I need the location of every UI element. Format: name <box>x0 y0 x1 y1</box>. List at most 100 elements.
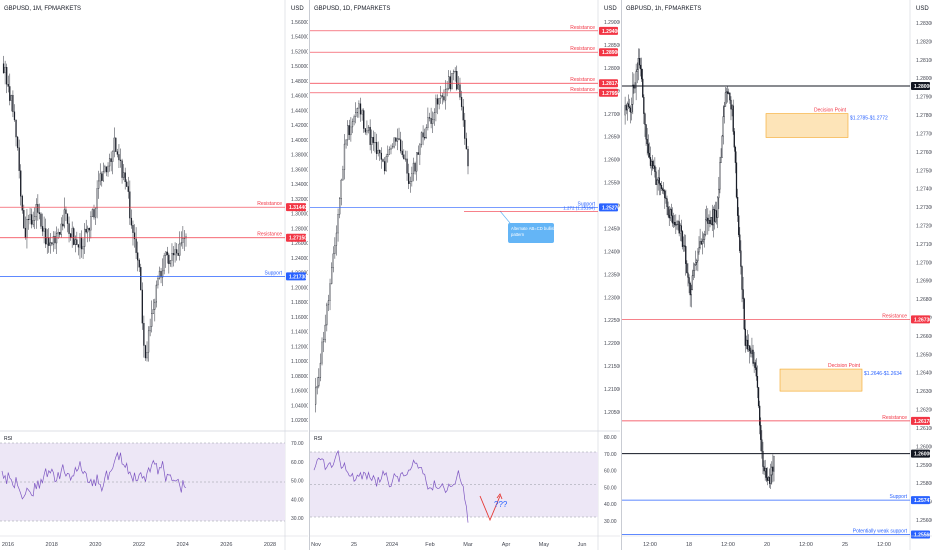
candle-body <box>626 103 628 111</box>
candle-body <box>168 254 170 265</box>
candle-body <box>693 264 696 271</box>
decision-point-zone[interactable] <box>765 113 849 138</box>
rsi-line <box>1 451 187 500</box>
candle-body <box>119 159 122 161</box>
candle-body <box>21 195 23 211</box>
candle-body <box>337 214 339 234</box>
candle-body <box>154 301 156 310</box>
candle-body <box>709 220 711 224</box>
x-tick-label: 25 <box>842 542 848 548</box>
currency-label: USD <box>916 6 929 12</box>
rsi-question-mark: ??? <box>494 500 508 509</box>
hourly-chart-panel[interactable]: GBPUSD, 1h, FPMARKETS USD 1.28300 1.28200 1.… <box>622 0 932 550</box>
rsi-arrow[interactable] <box>479 495 501 522</box>
candle-body <box>54 236 56 244</box>
candle-body <box>759 405 761 426</box>
y-tick-label: 1.08000 <box>291 374 308 380</box>
candle-body <box>635 71 637 88</box>
candle-body <box>688 277 690 284</box>
candle-body <box>744 328 746 346</box>
y-tick-label: 1.42000 <box>291 123 308 129</box>
candle-body <box>129 191 131 219</box>
candle-body <box>632 84 634 105</box>
candle-body <box>454 71 456 73</box>
candle-body <box>664 190 666 199</box>
candle-body <box>419 144 421 155</box>
candle-body <box>355 112 357 117</box>
rsi-tick-label: 40.00 <box>604 502 617 508</box>
candle-body <box>132 225 134 233</box>
y-tick-label: 1.24500 <box>604 226 620 232</box>
note-box[interactable] <box>508 223 554 243</box>
resistance-level-label: Resistance <box>882 313 907 319</box>
candle-body <box>77 244 80 248</box>
candle-body <box>71 228 73 238</box>
candle-body <box>754 362 756 368</box>
candle-body <box>436 98 439 105</box>
candle-body <box>449 76 451 90</box>
monthly-chart-panel[interactable]: GBPUSD, 1M, FPMARKETS USD 1.56000 1.54000 1.… <box>0 0 308 550</box>
candle-body <box>707 217 709 224</box>
candle-body <box>65 209 67 214</box>
panel-divider[interactable] <box>309 0 310 550</box>
price-tag-label: 1.25270 <box>602 205 620 211</box>
candle-body <box>82 246 84 250</box>
candle-body <box>671 215 674 224</box>
y-tick-label: 1.25900 <box>916 463 932 469</box>
y-tick-label: 1.28200 <box>916 39 932 45</box>
chart-svg: GBPUSD, 1M, FPMARKETS USD 1.56000 1.54000 1.… <box>0 0 308 550</box>
candle-body <box>57 231 59 234</box>
candle-body <box>739 234 741 252</box>
candle-body <box>13 111 16 121</box>
candle-body <box>177 252 179 256</box>
candle-body <box>165 251 167 256</box>
candle-body <box>385 156 387 172</box>
candle-body <box>411 173 413 182</box>
candle-body <box>9 86 11 101</box>
y-tick-label: 1.22000 <box>604 341 620 347</box>
candle-body <box>440 95 442 99</box>
candle-body <box>676 224 678 226</box>
price-tag <box>599 48 618 57</box>
price-tag-label: 1.26178 <box>914 419 932 425</box>
candle-body <box>698 247 700 253</box>
candle-body <box>79 237 81 248</box>
candle-body <box>452 71 455 74</box>
y-tick-label: 1.54000 <box>291 35 308 41</box>
candle-body <box>377 150 379 154</box>
x-tick-label: 18 <box>686 542 692 548</box>
candle-body <box>157 278 159 286</box>
rsi-tick-label: 60.00 <box>291 460 304 466</box>
decision-point-zone[interactable] <box>779 368 863 392</box>
candle-body <box>387 154 389 157</box>
candle-body <box>94 207 97 218</box>
candle-body <box>746 339 749 350</box>
y-tick-label: 1.26500 <box>604 135 620 141</box>
rsi-tick-label: 70.00 <box>291 441 304 447</box>
candle-body <box>10 95 12 101</box>
candle-body <box>329 283 331 301</box>
y-tick-label: 1.56000 <box>291 20 308 26</box>
x-tick-label: 2020 <box>89 542 101 548</box>
candle-body <box>90 216 92 231</box>
support-level-label: Potentially weak support <box>853 528 908 534</box>
candle-body <box>174 249 176 256</box>
support-level-label: Support <box>264 270 282 276</box>
candle-body <box>318 377 320 387</box>
candle-body <box>441 95 443 97</box>
rsi-tick-label: 30.00 <box>604 519 617 525</box>
candle-body <box>146 352 148 359</box>
candle-body <box>751 349 753 354</box>
price-tag-label: 1.28900 <box>602 50 620 56</box>
candle-body <box>99 173 101 182</box>
daily-chart-panel[interactable]: GBPUSD, 1D, FPMARKETSUSD1.290001.285001.… <box>310 0 620 550</box>
candle-body <box>770 474 772 484</box>
candle-body <box>135 238 137 253</box>
candle-body <box>448 76 450 89</box>
candle-body <box>629 107 632 113</box>
price-tag <box>911 315 930 324</box>
candle-body <box>390 147 392 150</box>
panel-divider[interactable] <box>621 0 622 550</box>
chart-svg: GBPUSD, 1D, FPMARKETSUSD1.290001.285001.… <box>310 0 620 550</box>
y-tick-label: 1.26400 <box>916 371 932 377</box>
